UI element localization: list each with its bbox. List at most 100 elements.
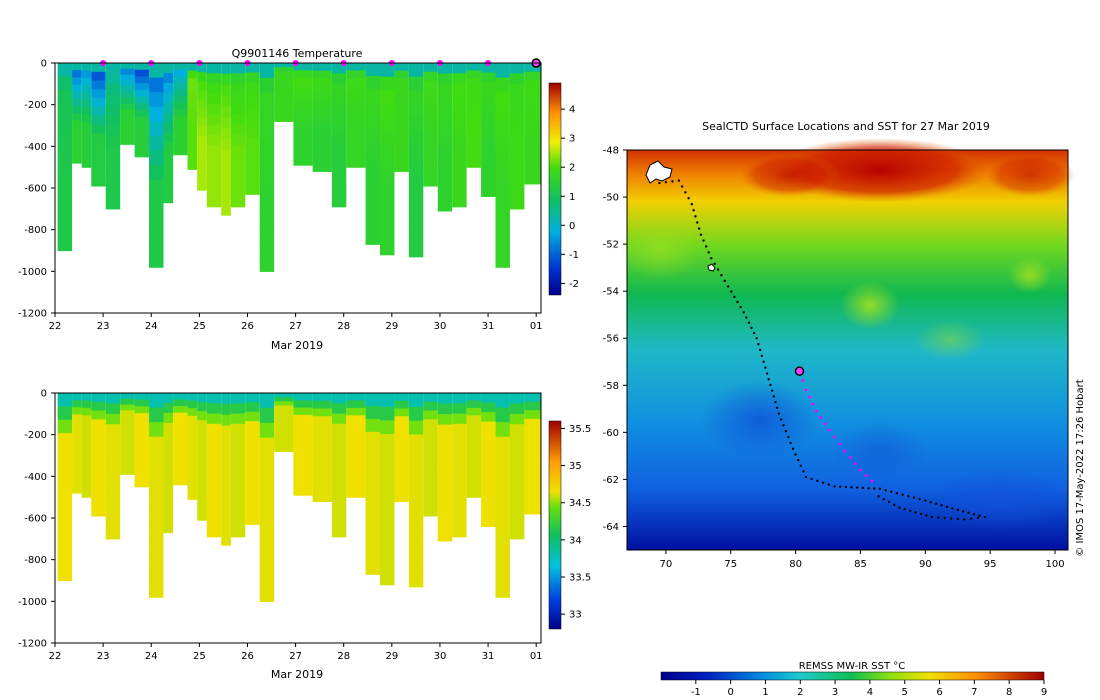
temperature-cell (466, 100, 482, 109)
temperature-cell (259, 167, 275, 183)
temperature-cell (408, 187, 424, 202)
temperature-cell (91, 168, 106, 178)
temperature-cell (312, 163, 332, 172)
track-point (925, 514, 928, 517)
salinity-cell (81, 430, 92, 439)
salinity-cell (197, 511, 207, 521)
temperature-profile (365, 63, 381, 245)
temperature-cell (197, 99, 207, 109)
track-point (692, 209, 695, 212)
track-point (882, 497, 886, 501)
salinity-cell (274, 405, 294, 411)
track-point (844, 485, 848, 489)
sst-map-panel: SealCTD Surface Locations and SST for 27… (603, 120, 1086, 698)
temperature-cell (524, 149, 541, 159)
temperature-cell (452, 63, 467, 74)
salinity-cell (105, 518, 121, 530)
salinity-cell (331, 475, 347, 487)
temperature-cell (452, 83, 467, 95)
track-point (956, 508, 959, 512)
salinity-cell (408, 545, 424, 560)
temperature-cell (394, 163, 409, 172)
temperature-cell (206, 165, 222, 177)
seal-track (658, 179, 987, 521)
salinity-cell (293, 393, 313, 401)
salinity-cell (91, 463, 106, 473)
track-point (658, 181, 661, 185)
temperature-cell (380, 213, 395, 228)
temperature-cell (408, 201, 424, 216)
salinity-cell (120, 416, 135, 423)
temperature-cell (437, 179, 453, 191)
salinity-cell (524, 462, 541, 472)
temperature-cell (481, 72, 496, 83)
salinity-cell (394, 400, 409, 410)
temperature-cell (105, 188, 121, 200)
salinity-profile (365, 393, 381, 575)
temperature-cell (274, 104, 294, 110)
salinity-cell (173, 445, 188, 453)
temperature-cell (206, 104, 222, 115)
temperature-cell (221, 149, 231, 162)
salinity-cell (495, 451, 510, 467)
temperature-cell (206, 63, 222, 74)
salinity-cell (206, 413, 222, 425)
x-tick-label: 22 (49, 651, 62, 662)
temperature-cell (312, 117, 332, 126)
colorbar-tick-label: 33 (569, 610, 582, 621)
salinity-cell (466, 489, 482, 498)
salinity-cell (380, 420, 395, 435)
salinity-cell (466, 437, 482, 446)
temperature-cell (524, 71, 541, 81)
temperature-cell (120, 121, 135, 128)
salinity-cell (134, 399, 150, 407)
salinity-cell (221, 447, 231, 459)
temperature-cell (230, 145, 246, 157)
salinity-cell (394, 423, 409, 433)
temperature-cell (245, 119, 260, 130)
temperature-cell (221, 128, 231, 140)
salinity-cell (81, 422, 92, 431)
salinity-cell (259, 556, 275, 573)
y-tick-label: -1000 (18, 597, 47, 608)
temperature-cell (134, 76, 150, 84)
salinity-cell (346, 459, 366, 469)
salinity-cell (346, 445, 366, 454)
salinity-cell (524, 401, 541, 411)
temperature-cell (91, 124, 106, 134)
salinity-cell (346, 489, 366, 498)
temperature-cell (163, 92, 174, 104)
colorbar-tick-label: -1 (569, 250, 579, 261)
salinity-cell (312, 439, 332, 448)
current-position-marker (794, 366, 805, 376)
temperature-cell (149, 194, 164, 210)
temperature-cell (423, 71, 438, 82)
track-point (750, 326, 753, 330)
salinity-cell (380, 543, 395, 558)
track-point (821, 481, 825, 484)
temperature-cell (331, 83, 347, 95)
salinity-cell (274, 422, 294, 427)
salinity-cell (163, 502, 174, 514)
salinity-cell (173, 438, 188, 446)
recent-track-point (811, 402, 815, 406)
temperature-cell (331, 175, 347, 187)
salinity-cell (437, 477, 453, 489)
warm-eddy (840, 281, 900, 329)
salinity-cell (72, 393, 82, 401)
salinity-cell (408, 393, 424, 408)
temperature-profile (197, 63, 207, 191)
temperature-cell (197, 117, 207, 128)
temperature-profile (221, 63, 231, 216)
salinity-cell (230, 403, 246, 415)
temperature-cell (394, 63, 409, 72)
salinity-cell (149, 465, 164, 482)
salinity-cell (365, 561, 381, 575)
temperature-cell (149, 223, 164, 239)
x-tick-label: 01 (530, 651, 543, 662)
salinity-cell (466, 459, 482, 469)
track-point (898, 506, 901, 509)
temperature-cell (259, 77, 275, 94)
temperature-cell (312, 86, 332, 95)
salinity-cell (187, 484, 198, 493)
